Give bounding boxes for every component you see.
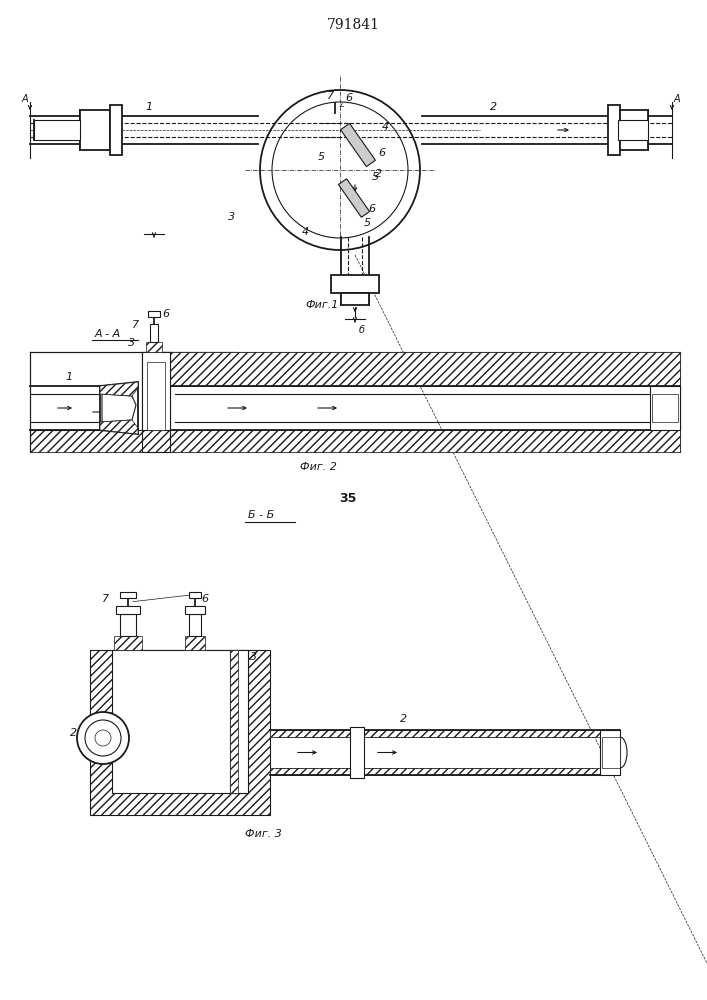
Text: 5: 5 — [318, 152, 325, 162]
Bar — [608, 105, 620, 155]
Bar — [618, 120, 648, 140]
Text: А: А — [22, 94, 28, 104]
Circle shape — [260, 90, 420, 250]
Text: 2: 2 — [490, 102, 497, 112]
Polygon shape — [339, 179, 370, 217]
Text: 6: 6 — [201, 594, 208, 604]
Text: 791841: 791841 — [327, 18, 380, 32]
Text: 4: 4 — [302, 227, 309, 237]
Text: Фиг. 3: Фиг. 3 — [245, 829, 282, 839]
Text: 7: 7 — [102, 594, 109, 604]
Text: 5: 5 — [372, 172, 379, 182]
Bar — [270, 730, 600, 737]
Circle shape — [95, 730, 111, 746]
Text: 7: 7 — [327, 91, 334, 101]
Text: 3: 3 — [250, 652, 257, 662]
Bar — [34, 120, 80, 140]
Bar — [112, 650, 248, 793]
Bar — [120, 592, 136, 598]
Bar — [600, 730, 620, 775]
Circle shape — [85, 720, 121, 756]
Bar — [142, 352, 170, 452]
Bar — [148, 311, 160, 317]
Text: 7: 7 — [132, 320, 139, 330]
Text: 2: 2 — [290, 372, 297, 382]
Bar — [31, 352, 707, 429]
Bar — [620, 110, 648, 150]
Bar — [170, 430, 680, 452]
Circle shape — [77, 712, 129, 764]
Text: 6: 6 — [368, 204, 375, 214]
Text: Б - Б: Б - Б — [248, 510, 274, 520]
Circle shape — [272, 102, 408, 238]
Bar — [170, 352, 680, 386]
Text: 2: 2 — [400, 714, 407, 724]
Bar — [30, 430, 205, 452]
Bar — [142, 352, 170, 430]
Bar — [30, 430, 680, 452]
Polygon shape — [100, 382, 138, 434]
Bar — [341, 293, 369, 305]
Bar — [80, 110, 110, 150]
Text: 6: 6 — [345, 93, 352, 103]
Text: 35: 35 — [339, 492, 357, 505]
Bar — [270, 768, 600, 775]
Bar — [146, 342, 162, 352]
Text: 4: 4 — [382, 122, 389, 132]
Bar — [230, 650, 248, 793]
Bar — [185, 606, 205, 614]
Polygon shape — [102, 394, 136, 422]
Polygon shape — [341, 123, 375, 167]
Text: 3: 3 — [228, 212, 235, 222]
Bar — [650, 386, 680, 430]
Text: 1: 1 — [65, 372, 72, 382]
Text: б: б — [359, 325, 365, 335]
Bar — [189, 592, 201, 598]
Text: 3: 3 — [128, 338, 135, 348]
Text: А - А: А - А — [95, 329, 121, 339]
Text: 6: 6 — [162, 309, 169, 319]
Bar — [114, 636, 142, 650]
Bar — [350, 727, 364, 778]
Bar — [185, 636, 205, 650]
Bar — [652, 394, 678, 422]
Bar — [602, 737, 620, 768]
Bar — [147, 362, 165, 430]
Text: Фиг.1: Фиг.1 — [305, 300, 339, 310]
Bar — [110, 105, 122, 155]
Text: Фиг. 2: Фиг. 2 — [300, 462, 337, 472]
Bar — [116, 606, 140, 614]
Text: 1: 1 — [145, 102, 152, 112]
Bar — [189, 614, 201, 636]
Bar — [230, 650, 238, 793]
Text: 2: 2 — [375, 169, 382, 179]
Text: 6: 6 — [378, 148, 385, 158]
Text: А: А — [674, 94, 681, 104]
Bar — [120, 614, 136, 636]
Bar — [90, 650, 270, 815]
Text: 2: 2 — [70, 728, 77, 738]
Bar — [331, 275, 379, 293]
Bar — [150, 324, 158, 342]
Polygon shape — [100, 420, 138, 434]
Text: 5: 5 — [364, 218, 371, 228]
Polygon shape — [100, 382, 138, 396]
